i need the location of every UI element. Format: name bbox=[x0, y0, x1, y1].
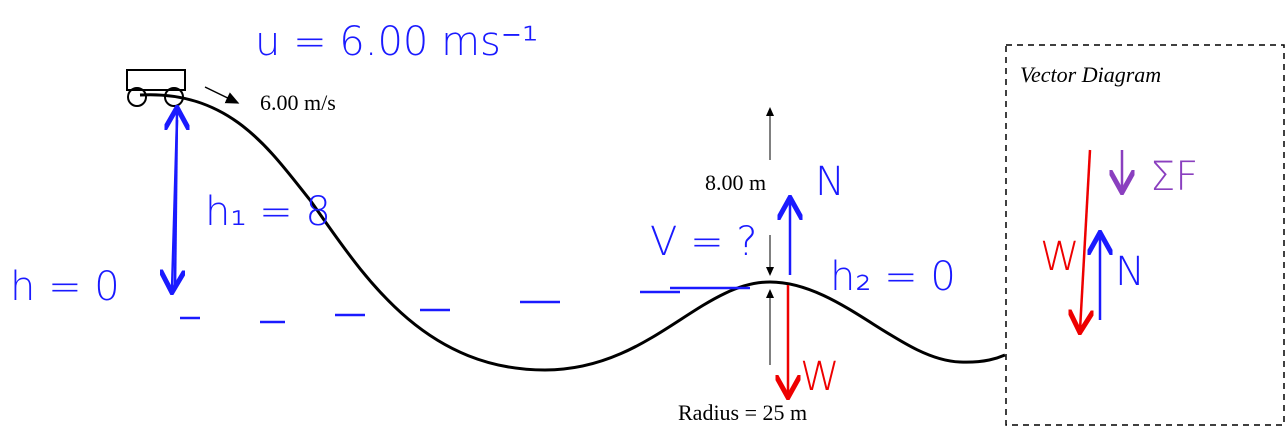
radius-label: Radius = 25 m bbox=[678, 400, 807, 425]
vector-title: Vector Diagram bbox=[1020, 62, 1161, 87]
height-label: 8.00 m bbox=[705, 170, 766, 195]
hw-h0: h = 0 bbox=[10, 264, 120, 310]
hw-v: V = ? bbox=[650, 219, 758, 265]
vector-box bbox=[1005, 44, 1285, 426]
h1-arrow-down bbox=[172, 119, 177, 290]
hw-w-vector: W bbox=[1040, 234, 1080, 280]
track bbox=[139, 93, 1006, 372]
w-arrow-vector bbox=[1080, 149, 1090, 330]
hw-h1: h₁ = 8 bbox=[205, 189, 331, 235]
hw-h2: h₂ = 0 bbox=[830, 254, 956, 300]
hw-w-track: W bbox=[800, 354, 840, 400]
velocity-arrow bbox=[204, 86, 240, 104]
hw-n-track: N bbox=[815, 159, 845, 205]
cart bbox=[126, 69, 186, 107]
reference-dashes bbox=[180, 286, 750, 324]
hw-sum-force: ΣF bbox=[1150, 154, 1198, 200]
speed-label: 6.00 m/s bbox=[260, 90, 336, 115]
hw-n-vector: N bbox=[1115, 249, 1145, 295]
hw-initial-speed: u = 6.00 ms⁻¹ bbox=[255, 19, 538, 65]
